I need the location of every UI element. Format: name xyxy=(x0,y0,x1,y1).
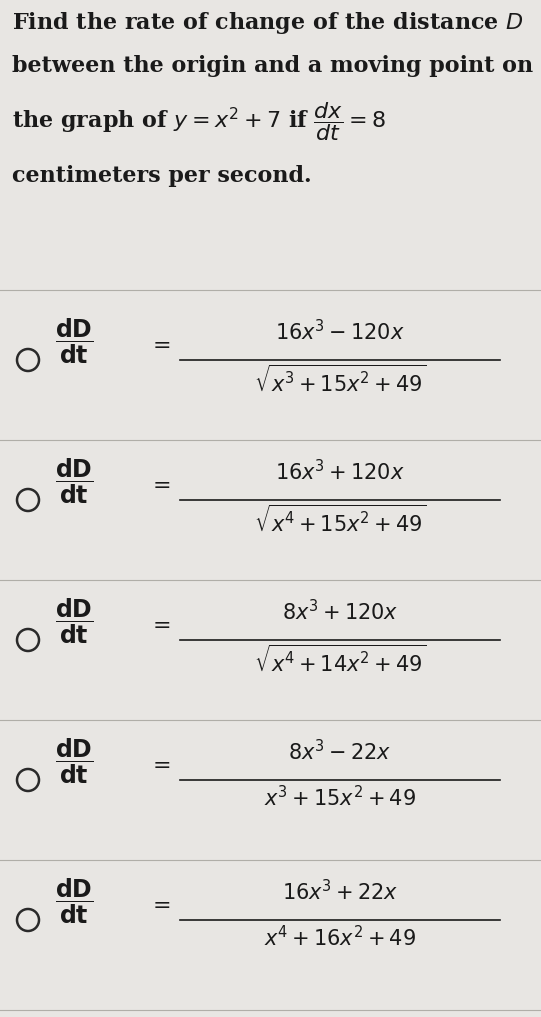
Text: $16x^3 + 22x$: $16x^3 + 22x$ xyxy=(282,879,398,904)
Text: $=$: $=$ xyxy=(148,473,170,495)
Text: $\mathbf{\dfrac{dD}{dt}}$: $\mathbf{\dfrac{dD}{dt}}$ xyxy=(55,457,94,506)
Text: $16x^3 - 120x$: $16x^3 - 120x$ xyxy=(275,319,405,344)
Text: $\sqrt{x^4 + 15x^2 + 49}$: $\sqrt{x^4 + 15x^2 + 49}$ xyxy=(254,505,426,537)
Text: $\mathbf{\dfrac{dD}{dt}}$: $\mathbf{\dfrac{dD}{dt}}$ xyxy=(55,597,94,647)
Text: the graph of $y = x^2 + 7$ if $\dfrac{dx}{dt} = 8$: the graph of $y = x^2 + 7$ if $\dfrac{dx… xyxy=(12,100,386,143)
Text: $=$: $=$ xyxy=(148,893,170,915)
Text: centimeters per second.: centimeters per second. xyxy=(12,165,312,187)
Text: $\mathbf{\dfrac{dD}{dt}}$: $\mathbf{\dfrac{dD}{dt}}$ xyxy=(55,877,94,926)
Text: $x^4 + 16x^2 + 49$: $x^4 + 16x^2 + 49$ xyxy=(264,925,416,950)
Text: $16x^3 + 120x$: $16x^3 + 120x$ xyxy=(275,459,405,484)
Text: Find the rate of change of the distance $D$: Find the rate of change of the distance … xyxy=(12,10,524,36)
Text: $x^3 + 15x^2 + 49$: $x^3 + 15x^2 + 49$ xyxy=(264,785,416,811)
Text: $\mathbf{\dfrac{dD}{dt}}$: $\mathbf{\dfrac{dD}{dt}}$ xyxy=(55,737,94,786)
Text: $8x^3 - 22x$: $8x^3 - 22x$ xyxy=(288,739,392,764)
Text: between the origin and a moving point on: between the origin and a moving point on xyxy=(12,55,533,77)
Text: $\sqrt{x^3 + 15x^2 + 49}$: $\sqrt{x^3 + 15x^2 + 49}$ xyxy=(254,365,426,397)
Text: $=$: $=$ xyxy=(148,613,170,635)
Text: $\sqrt{x^4 + 14x^2 + 49}$: $\sqrt{x^4 + 14x^2 + 49}$ xyxy=(254,645,426,676)
Text: $8x^3 + 120x$: $8x^3 + 120x$ xyxy=(282,599,398,624)
Text: $=$: $=$ xyxy=(148,753,170,775)
Text: $=$: $=$ xyxy=(148,333,170,355)
Text: $\mathbf{\dfrac{dD}{dt}}$: $\mathbf{\dfrac{dD}{dt}}$ xyxy=(55,317,94,366)
